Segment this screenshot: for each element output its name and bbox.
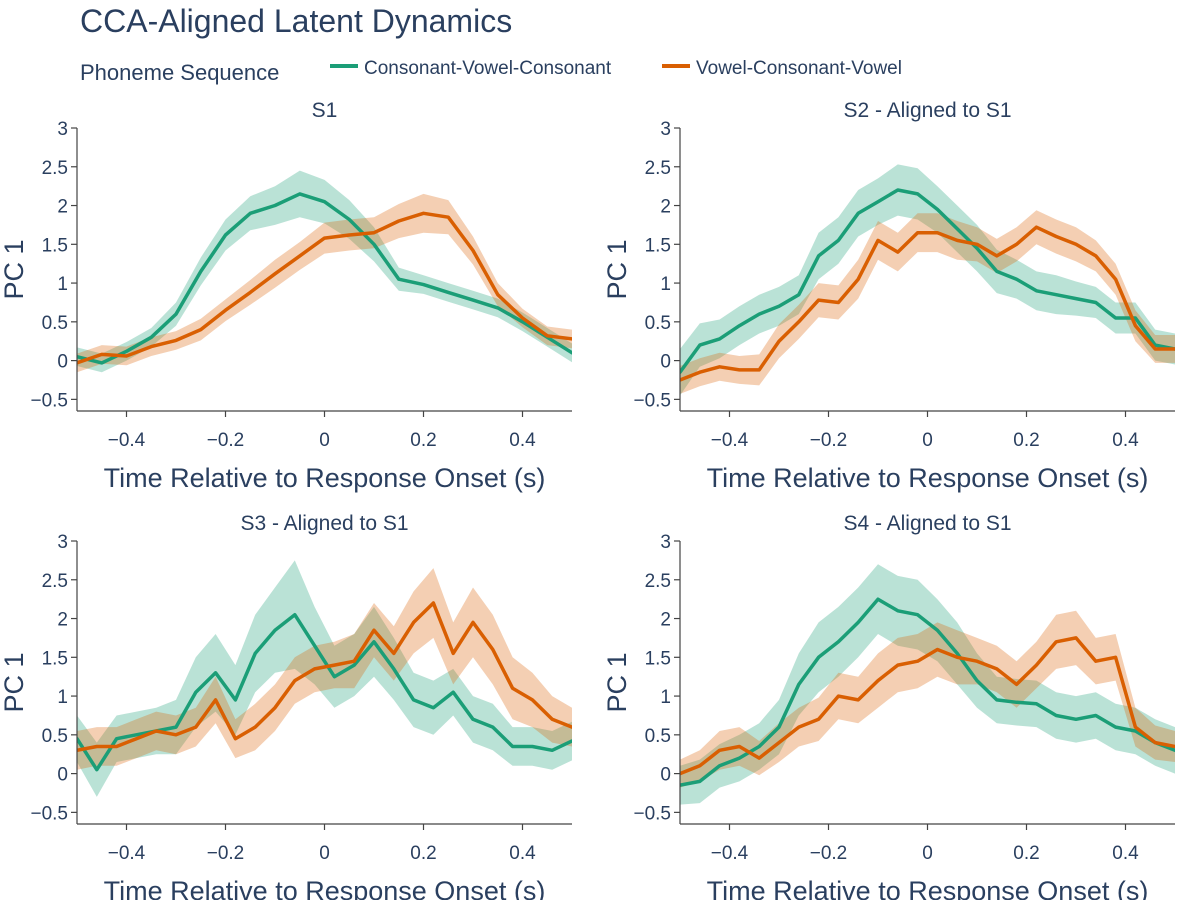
series-line-cvc[interactable] [680, 597, 1175, 787]
y-tick-label: −0.5 [633, 803, 671, 824]
x-tick-label: −0.4 [108, 843, 146, 864]
y-tick-label: 1.5 [42, 648, 68, 669]
y-tick-label: 2.5 [645, 571, 671, 592]
subplot-4: −0.5 0 0.5 1 1.5 2 2.5 3 −0.4 −0.2 0 0.2 0.4 S4 - Ali… [602, 512, 1175, 900]
y-axis-title: PC 1 [0, 239, 29, 299]
series-line-vcv[interactable] [77, 211, 572, 365]
x-axis-title: Time Relative to Response Onset (s) [104, 463, 546, 493]
series-line-vcv[interactable] [77, 601, 572, 753]
y-tick-label: 1 [660, 274, 671, 295]
y-tick-label: 2 [660, 197, 671, 218]
confidence-band-cvc [680, 164, 1175, 396]
legend-label-cvc[interactable]: Consonant-Vowel-Consonant [364, 58, 612, 79]
y-tick-label: 2.5 [645, 158, 671, 179]
legend-label-vcv[interactable]: Vowel-Consonant-Vowel [696, 58, 902, 79]
plot-area [77, 170, 572, 373]
x-tick-label: 0.4 [509, 430, 536, 451]
x-tick-label: −0.2 [207, 430, 245, 451]
x-tick-label: 0 [319, 430, 330, 451]
confidence-band-vcv [680, 610, 1175, 788]
series-line-cvc[interactable] [77, 192, 572, 365]
subplot-grid: −0.5 0 0.5 1 1.5 2 2.5 3 −0.4 −0.2 0 0.2 0.4 S1 Time R… [0, 99, 1175, 900]
y-tick-label: 1 [57, 274, 68, 295]
y-tick-label: −0.5 [633, 390, 671, 411]
legend: Phoneme Sequence Consonant-Vowel-Consona… [80, 58, 902, 85]
plot-area [77, 560, 572, 797]
subplot-title: S1 [312, 99, 338, 122]
subplot-title: S4 - Aligned to S1 [843, 512, 1011, 535]
y-tick-label: 0.5 [645, 313, 671, 334]
y-tick-label: 2 [660, 610, 671, 631]
y-tick-label: 3 [57, 532, 68, 553]
subplot-2: −0.5 0 0.5 1 1.5 2 2.5 3 −0.4 −0.2 0 0.2 0.4 S2 - Ali… [602, 99, 1175, 493]
subplot-1: −0.5 0 0.5 1 1.5 2 2.5 3 −0.4 −0.2 0 0.2 0.4 S1 Time R… [0, 99, 572, 493]
y-tick-label: 3 [660, 119, 671, 140]
subplot-title: S2 - Aligned to S1 [843, 99, 1011, 122]
subplot-title: S3 - Aligned to S1 [240, 512, 408, 535]
y-tick-label: 3 [57, 119, 68, 140]
y-tick-label: 0 [57, 765, 68, 786]
y-tick-label: 1 [660, 687, 671, 708]
x-tick-label: −0.2 [207, 843, 245, 864]
series-line-vcv[interactable] [680, 636, 1175, 776]
x-tick-label: 0 [922, 843, 933, 864]
x-tick-label: −0.2 [810, 843, 848, 864]
x-tick-label: −0.2 [810, 430, 848, 451]
subplot-3: −0.5 0 0.5 1 1.5 2 2.5 3 −0.4 −0.2 0 0.2 0.4 S3 - Ali… [0, 512, 572, 900]
confidence-band-cvc [77, 560, 572, 797]
y-axis-title: PC 1 [0, 652, 29, 712]
confidence-band-vcv [680, 210, 1175, 394]
y-tick-label: 2 [57, 197, 68, 218]
x-tick-label: 0.2 [410, 430, 436, 451]
x-tick-label: 0.4 [1112, 430, 1139, 451]
x-tick-label: 0.2 [1013, 430, 1039, 451]
y-tick-label: 3 [660, 532, 671, 553]
y-tick-label: 2.5 [42, 571, 68, 592]
y-tick-label: 2.5 [42, 158, 68, 179]
x-tick-label: 0.4 [1112, 843, 1139, 864]
y-tick-label: 0.5 [645, 726, 671, 747]
x-tick-label: 0 [922, 430, 933, 451]
series-line-cvc[interactable] [680, 188, 1175, 374]
x-tick-label: 0.2 [1013, 843, 1039, 864]
x-axis-title: Time Relative to Response Onset (s) [104, 876, 546, 900]
series-line-vcv[interactable] [680, 225, 1175, 382]
x-tick-label: 0.2 [410, 843, 436, 864]
x-axis-title: Time Relative to Response Onset (s) [707, 876, 1149, 900]
x-tick-label: −0.4 [711, 430, 749, 451]
y-axis-title: PC 1 [602, 652, 632, 712]
y-tick-label: 0 [57, 352, 68, 373]
y-axis-title: PC 1 [602, 239, 632, 299]
y-tick-label: 2 [57, 610, 68, 631]
x-tick-label: 0 [319, 843, 330, 864]
y-tick-label: 0.5 [42, 313, 68, 334]
y-tick-label: −0.5 [30, 390, 68, 411]
y-tick-label: 0.5 [42, 726, 68, 747]
x-tick-label: −0.4 [108, 430, 146, 451]
y-tick-label: 1.5 [645, 648, 671, 669]
confidence-band-cvc [680, 564, 1175, 805]
plot-area [680, 564, 1175, 805]
y-tick-label: 1.5 [42, 235, 68, 256]
y-tick-label: −0.5 [30, 803, 68, 824]
x-axis-title: Time Relative to Response Onset (s) [707, 463, 1149, 493]
figure-title: CCA-Aligned Latent Dynamics [80, 3, 512, 39]
y-tick-label: 1.5 [645, 235, 671, 256]
x-tick-label: −0.4 [711, 843, 749, 864]
legend-title: Phoneme Sequence [80, 60, 279, 85]
y-tick-label: 1 [57, 687, 68, 708]
x-tick-label: 0.4 [509, 843, 536, 864]
plot-area [680, 164, 1175, 396]
y-tick-label: 0 [660, 765, 671, 786]
y-tick-label: 0 [660, 352, 671, 373]
